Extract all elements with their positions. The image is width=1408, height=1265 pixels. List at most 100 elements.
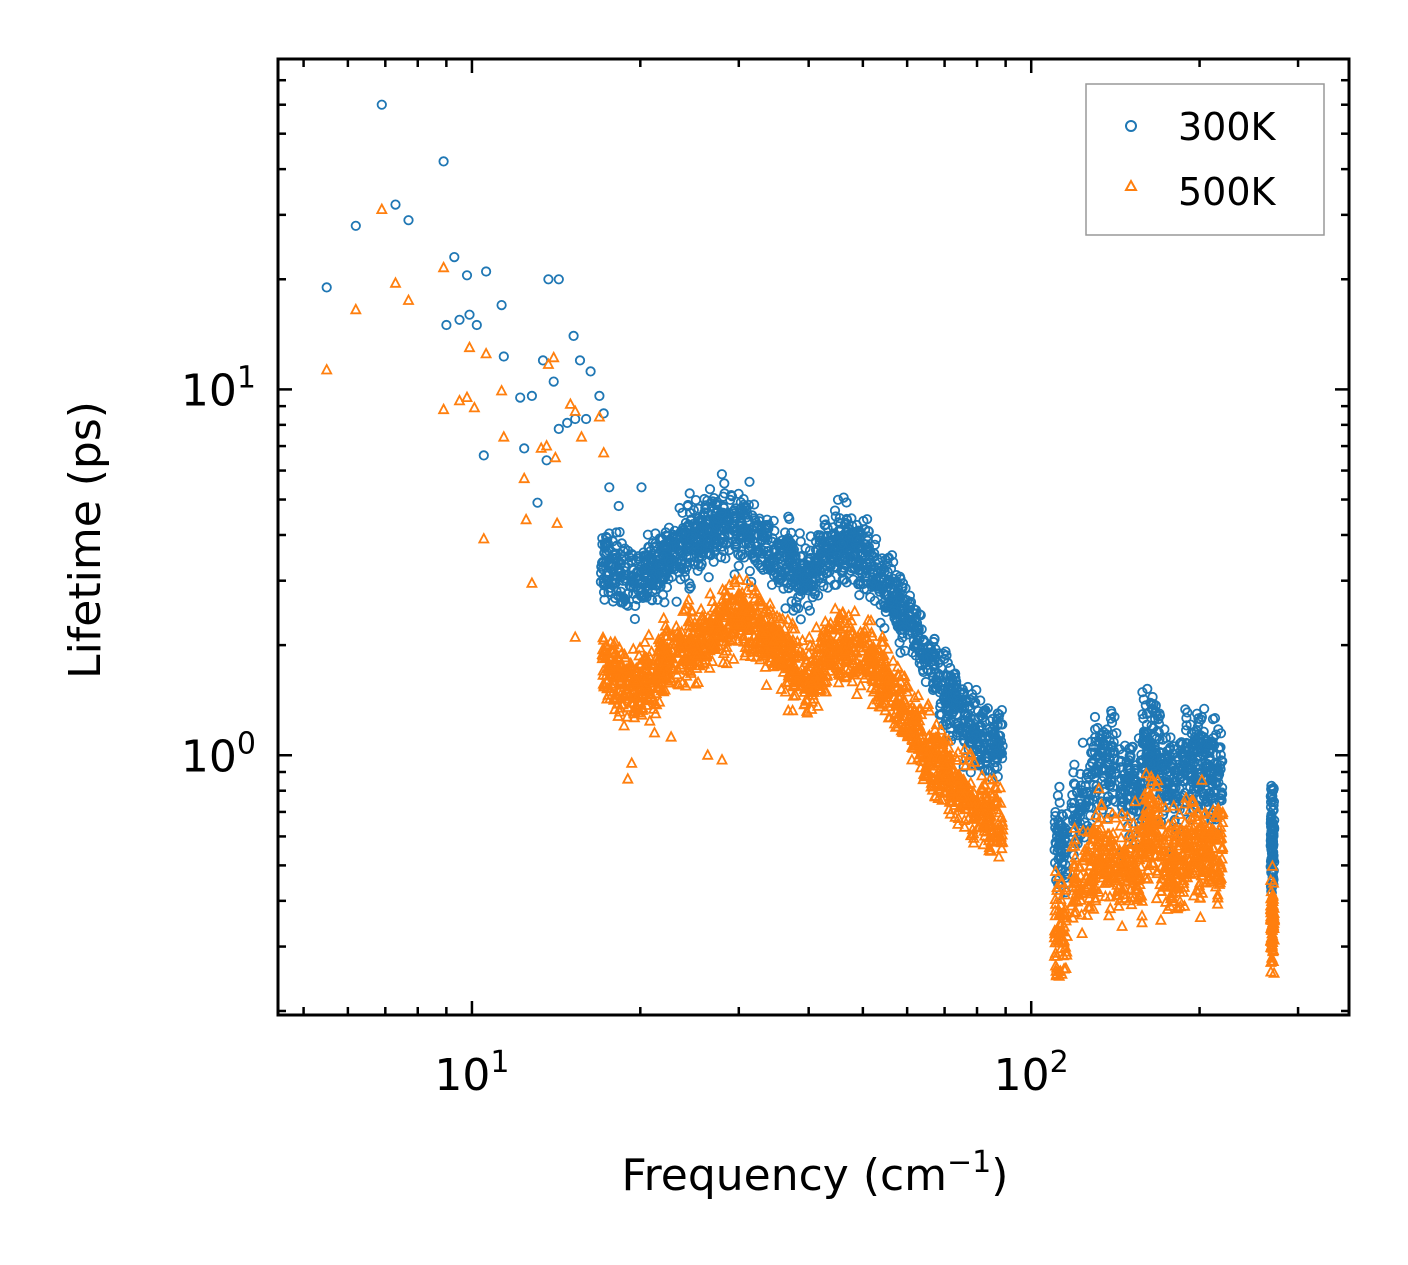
data-point-500k	[1198, 807, 1211, 819]
data-point-500k	[593, 410, 606, 422]
data-point-500k	[824, 638, 837, 650]
data-point-500k	[1179, 797, 1192, 809]
data-point-500k	[708, 641, 721, 653]
data-point-300k	[862, 531, 873, 542]
data-point-500k	[1172, 842, 1185, 854]
data-point-300k	[620, 562, 631, 573]
data-point-300k	[702, 538, 713, 549]
data-point-500k	[876, 629, 889, 642]
data-point-300k	[783, 557, 794, 569]
data-point-500k	[1170, 849, 1183, 861]
data-point-500k	[824, 616, 837, 628]
data-point-300k	[904, 597, 915, 609]
data-point-300k	[1196, 711, 1208, 723]
data-point-500k	[774, 634, 787, 646]
data-point-500k	[740, 583, 753, 596]
data-point-500k	[964, 828, 977, 841]
data-point-300k	[1166, 781, 1178, 793]
data-point-300k	[875, 582, 886, 593]
data-point-500k	[547, 350, 560, 363]
data-point-300k	[986, 747, 998, 759]
data-point-500k	[924, 732, 937, 745]
data-point-300k	[963, 718, 974, 730]
data-point-300k	[633, 551, 644, 562]
data-point-500k	[866, 629, 879, 641]
data-point-300k	[1090, 765, 1101, 776]
data-point-300k	[620, 575, 631, 586]
data-point-500k	[1110, 861, 1123, 873]
data-point-500k	[744, 643, 757, 655]
data-point-500k	[910, 738, 923, 750]
data-point-500k	[665, 730, 678, 742]
data-point-500k	[1090, 835, 1103, 847]
data-point-500k	[551, 516, 564, 528]
data-point-500k	[786, 703, 799, 716]
data-point-500k	[1128, 825, 1141, 838]
data-point-500k	[922, 755, 935, 767]
data-point-500k	[603, 669, 616, 681]
data-point-500k	[815, 630, 828, 642]
data-point-500k	[1122, 854, 1135, 867]
data-point-500k	[704, 587, 717, 599]
data-point-500k	[682, 593, 695, 605]
data-point-300k	[1189, 757, 1200, 768]
data-point-300k	[744, 476, 755, 487]
data-point-300k	[694, 542, 705, 554]
data-point-300k	[1066, 802, 1077, 813]
data-point-300k	[599, 542, 611, 554]
data-point-300k	[795, 551, 806, 562]
data-point-500k	[623, 659, 636, 671]
data-point-500k	[790, 664, 803, 676]
data-point-500k	[744, 649, 757, 661]
data-point-500k	[779, 685, 792, 697]
data-point-500k	[906, 700, 919, 712]
data-point-500k	[1080, 869, 1093, 881]
data-point-500k	[1097, 842, 1110, 854]
data-point-500k	[852, 636, 865, 648]
data-point-300k	[594, 390, 605, 401]
data-point-500k	[477, 532, 490, 544]
data-point-500k	[933, 779, 946, 792]
data-point-300k	[757, 548, 768, 559]
data-point-500k	[612, 662, 625, 674]
data-point-300k	[1099, 746, 1110, 757]
data-point-500k	[618, 719, 631, 731]
data-point-300k	[911, 608, 922, 619]
data-point-500k	[781, 630, 794, 642]
data-point-300k	[697, 510, 709, 521]
data-point-300k	[480, 266, 492, 277]
data-point-500k	[643, 714, 656, 726]
data-point-300k	[620, 594, 631, 606]
data-point-300k	[1204, 751, 1215, 763]
data-point-300k	[822, 523, 833, 534]
data-point-500k	[716, 753, 728, 765]
data-point-500k	[932, 791, 945, 803]
data-point-500k	[1154, 913, 1167, 925]
data-point-300k	[997, 740, 1008, 752]
data-point-300k	[929, 659, 940, 671]
data-point-300k	[613, 500, 624, 512]
data-point-500k	[639, 650, 652, 662]
data-point-500k	[882, 711, 895, 723]
data-point-300k	[627, 588, 639, 599]
data-point-300k	[799, 572, 810, 583]
data-point-500k	[892, 669, 905, 681]
data-point-500k	[621, 772, 634, 784]
data-point-500k	[720, 640, 733, 652]
data-point-500k	[1173, 807, 1186, 819]
data-point-500k	[1050, 964, 1063, 976]
data-point-500k	[727, 652, 740, 664]
data-point-500k	[764, 603, 777, 615]
data-point-500k	[1127, 816, 1140, 828]
data-point-500k	[787, 689, 800, 701]
data-point-300k	[675, 558, 686, 569]
data-point-300k	[532, 497, 543, 508]
data-point-300k	[879, 566, 890, 577]
data-point-500k	[1104, 901, 1117, 914]
data-point-500k	[1077, 824, 1090, 836]
data-point-500k	[1151, 866, 1164, 879]
data-point-300k	[597, 533, 608, 544]
data-point-500k	[660, 648, 673, 660]
data-point-500k	[970, 809, 983, 821]
data-point-300k	[620, 599, 632, 610]
